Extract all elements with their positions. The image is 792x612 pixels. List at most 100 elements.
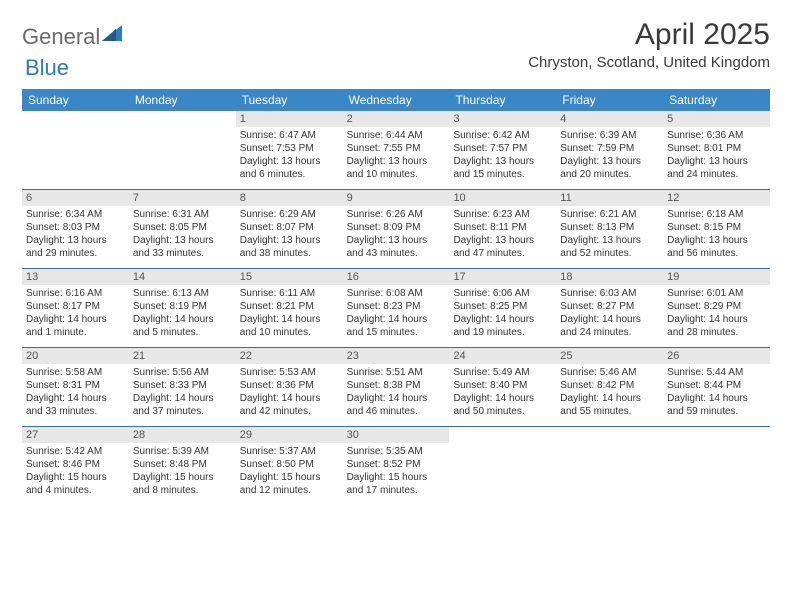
daylight-line: Daylight: 13 hours and 15 minutes. [453, 155, 552, 181]
sunrise-line: Sunrise: 5:42 AM [26, 445, 125, 458]
week-row: 1Sunrise: 6:47 AMSunset: 7:53 PMDaylight… [22, 111, 770, 189]
daylight-line: Daylight: 14 hours and 5 minutes. [133, 313, 232, 339]
daylight-line: Daylight: 15 hours and 12 minutes. [240, 471, 339, 497]
day-number: 20 [22, 348, 129, 364]
day-cell: 20Sunrise: 5:58 AMSunset: 8:31 PMDayligh… [22, 348, 129, 426]
day-number: 19 [663, 269, 770, 285]
daylight-line: Daylight: 14 hours and 15 minutes. [347, 313, 446, 339]
daylight-line: Daylight: 14 hours and 10 minutes. [240, 313, 339, 339]
sunset-line: Sunset: 8:15 PM [667, 221, 766, 234]
sunrise-line: Sunrise: 5:58 AM [26, 366, 125, 379]
day-number: 13 [22, 269, 129, 285]
day-number: 7 [129, 190, 236, 206]
sunset-line: Sunset: 7:57 PM [453, 142, 552, 155]
sunrise-line: Sunrise: 6:03 AM [560, 287, 659, 300]
sunrise-line: Sunrise: 5:37 AM [240, 445, 339, 458]
day-number: 5 [663, 111, 770, 127]
daylight-line: Daylight: 14 hours and 37 minutes. [133, 392, 232, 418]
daylight-line: Daylight: 13 hours and 38 minutes. [240, 234, 339, 260]
sunrise-line: Sunrise: 5:35 AM [347, 445, 446, 458]
week-row: 20Sunrise: 5:58 AMSunset: 8:31 PMDayligh… [22, 347, 770, 426]
day-cell: 28Sunrise: 5:39 AMSunset: 8:48 PMDayligh… [129, 427, 236, 505]
month-title: April 2025 [528, 18, 770, 52]
weekday-header-cell: Saturday [663, 89, 770, 111]
daylight-line: Daylight: 14 hours and 24 minutes. [560, 313, 659, 339]
sunset-line: Sunset: 7:53 PM [240, 142, 339, 155]
sunrise-line: Sunrise: 5:49 AM [453, 366, 552, 379]
day-cell: 1Sunrise: 6:47 AMSunset: 7:53 PMDaylight… [236, 111, 343, 189]
day-cell: 30Sunrise: 5:35 AMSunset: 8:52 PMDayligh… [343, 427, 450, 505]
daylight-line: Daylight: 13 hours and 20 minutes. [560, 155, 659, 181]
logo-triangle-icon [102, 25, 122, 46]
sunrise-line: Sunrise: 6:39 AM [560, 129, 659, 142]
day-cell: 24Sunrise: 5:49 AMSunset: 8:40 PMDayligh… [449, 348, 556, 426]
logo: General [22, 18, 122, 50]
day-cell: 27 Sunrise: 5:42 AMSunset: 8:46 PMDayligh… [22, 427, 129, 505]
week-row: 27Sunrise: 5:42 AMSunset: 8:46 PMDayligh… [22, 426, 770, 505]
sunrise-line: Sunrise: 6:47 AM [240, 129, 339, 142]
day-cell: 5 Sunrise: 6:36 AMSunset: 8:01 PMDaylight… [663, 111, 770, 189]
day-cell: 3Sunrise: 6:42 AMSunset: 7:57 PMDaylight… [449, 111, 556, 189]
sunrise-line: Sunrise: 6:21 AM [560, 208, 659, 221]
day-cell-empty [22, 111, 129, 189]
daylight-line: Daylight: 13 hours and 24 minutes. [667, 155, 766, 181]
weekday-header-cell: Monday [129, 89, 236, 111]
daylight-line: Daylight: 14 hours and 42 minutes. [240, 392, 339, 418]
day-number: 2 [343, 111, 450, 127]
daylight-line: Daylight: 14 hours and 59 minutes. [667, 392, 766, 418]
weekday-header-row: SundayMondayTuesdayWednesdayThursdayFrid… [22, 89, 770, 111]
daylight-line: Daylight: 13 hours and 47 minutes. [453, 234, 552, 260]
sunset-line: Sunset: 8:46 PM [26, 458, 125, 471]
sunrise-line: Sunrise: 6:13 AM [133, 287, 232, 300]
day-cell: 21Sunrise: 5:56 AMSunset: 8:33 PMDayligh… [129, 348, 236, 426]
sunset-line: Sunset: 8:19 PM [133, 300, 232, 313]
day-number: 24 [449, 348, 556, 364]
sunset-line: Sunset: 8:50 PM [240, 458, 339, 471]
sunset-line: Sunset: 8:44 PM [667, 379, 766, 392]
sunset-line: Sunset: 8:52 PM [347, 458, 446, 471]
day-number: 28 [129, 427, 236, 443]
day-number: 16 [343, 269, 450, 285]
day-number: 11 [556, 190, 663, 206]
weeks-container: 1Sunrise: 6:47 AMSunset: 7:53 PMDaylight… [22, 111, 770, 505]
sunset-line: Sunset: 8:01 PM [667, 142, 766, 155]
daylight-line: Daylight: 13 hours and 33 minutes. [133, 234, 232, 260]
sunset-line: Sunset: 8:40 PM [453, 379, 552, 392]
day-cell: 2Sunrise: 6:44 AMSunset: 7:55 PMDaylight… [343, 111, 450, 189]
sunrise-line: Sunrise: 6:36 AM [667, 129, 766, 142]
sunrise-line: Sunrise: 6:42 AM [453, 129, 552, 142]
day-cell: 4Sunrise: 6:39 AMSunset: 7:59 PMDaylight… [556, 111, 663, 189]
sunrise-line: Sunrise: 6:26 AM [347, 208, 446, 221]
day-number: 14 [129, 269, 236, 285]
sunset-line: Sunset: 7:59 PM [560, 142, 659, 155]
sunset-line: Sunset: 7:55 PM [347, 142, 446, 155]
day-cell: 6Sunrise: 6:34 AMSunset: 8:03 PMDaylight… [22, 190, 129, 268]
weekday-header-cell: Tuesday [236, 89, 343, 111]
sunrise-line: Sunrise: 5:51 AM [347, 366, 446, 379]
day-cell: 19Sunrise: 6:01 AMSunset: 8:29 PMDayligh… [663, 269, 770, 347]
sunrise-line: Sunrise: 6:23 AM [453, 208, 552, 221]
title-block: April 2025 Chryston, Scotland, United Ki… [528, 18, 770, 71]
sunset-line: Sunset: 8:09 PM [347, 221, 446, 234]
day-cell-empty [129, 111, 236, 189]
week-row: 6Sunrise: 6:34 AMSunset: 8:03 PMDaylight… [22, 189, 770, 268]
day-number: 29 [236, 427, 343, 443]
day-cell: 11Sunrise: 6:21 AMSunset: 8:13 PMDayligh… [556, 190, 663, 268]
day-cell: 14 Sunrise: 6:13 AMSunset: 8:19 PMDayligh… [129, 269, 236, 347]
day-number: 6 [22, 190, 129, 206]
day-number: 27 [22, 427, 129, 443]
day-cell: 26Sunrise: 5:44 AMSunset: 8:44 PMDayligh… [663, 348, 770, 426]
daylight-line: Daylight: 14 hours and 19 minutes. [453, 313, 552, 339]
day-number: 17 [449, 269, 556, 285]
daylight-line: Daylight: 15 hours and 4 minutes. [26, 471, 125, 497]
sunrise-line: Sunrise: 6:11 AM [240, 287, 339, 300]
sunset-line: Sunset: 8:38 PM [347, 379, 446, 392]
day-cell: 12Sunrise: 6:18 AMSunset: 8:15 PMDayligh… [663, 190, 770, 268]
day-cell: 16Sunrise: 6:08 AMSunset: 8:23 PMDayligh… [343, 269, 450, 347]
day-cell: 29 Sunrise: 5:37 AMSunset: 8:50 PMDayligh… [236, 427, 343, 505]
day-cell: 8Sunrise: 6:29 AMSunset: 8:07 PMDaylight… [236, 190, 343, 268]
sunrise-line: Sunrise: 5:53 AM [240, 366, 339, 379]
sunset-line: Sunset: 8:11 PM [453, 221, 552, 234]
sunrise-line: Sunrise: 5:46 AM [560, 366, 659, 379]
daylight-line: Daylight: 13 hours and 6 minutes. [240, 155, 339, 181]
